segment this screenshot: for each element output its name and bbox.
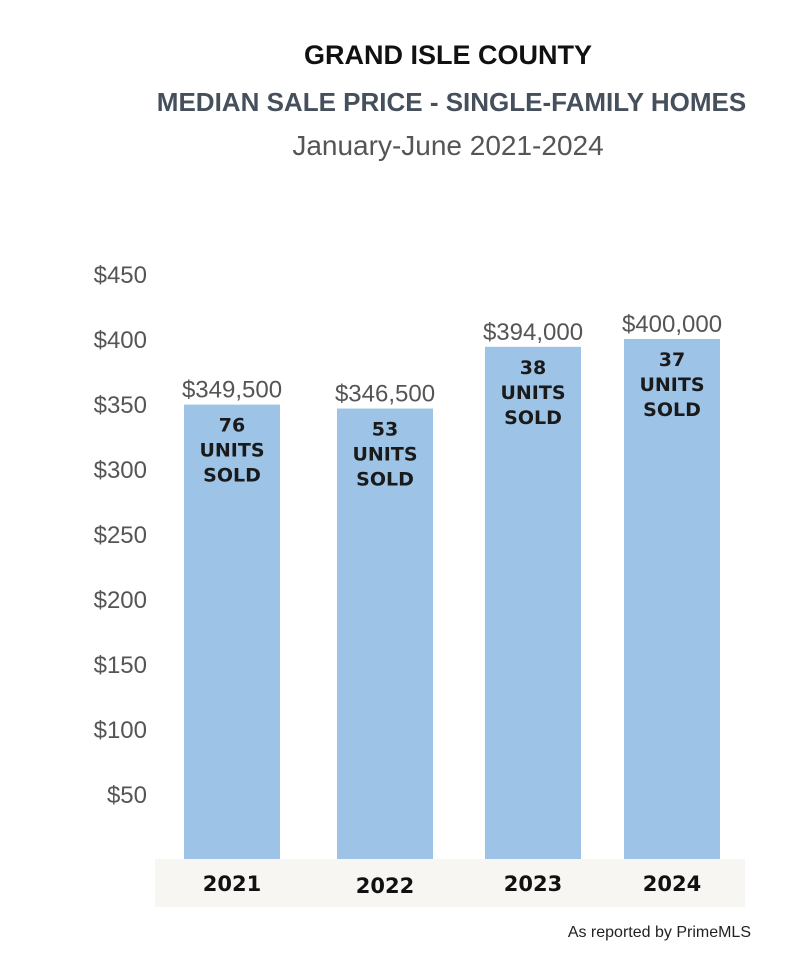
y-tick-label: $100 xyxy=(94,717,147,744)
units-sold-label: UNITS xyxy=(500,382,565,404)
y-tick-label: $50 xyxy=(107,782,147,809)
bar xyxy=(337,408,433,859)
bar xyxy=(184,404,280,859)
units-sold-label: SOLD xyxy=(203,465,261,487)
units-sold-label: UNITS xyxy=(199,440,264,462)
units-sold-label: 38 xyxy=(520,357,546,379)
category-band xyxy=(155,859,745,907)
source-note: As reported by PrimeMLS xyxy=(567,924,751,941)
units-sold-label: 37 xyxy=(659,349,685,371)
bar xyxy=(624,339,720,859)
units-sold-label: UNITS xyxy=(639,374,704,396)
y-tick-label: $150 xyxy=(94,652,147,679)
chart-period: January-June 2021-2024 xyxy=(292,130,604,161)
category-label: 2021 xyxy=(203,872,261,896)
units-sold-label: UNITS xyxy=(352,444,417,466)
y-tick-label: $350 xyxy=(94,392,147,419)
units-sold-label: SOLD xyxy=(643,399,701,421)
units-sold-label: SOLD xyxy=(356,469,414,491)
units-sold-label: SOLD xyxy=(504,407,562,429)
value-label: $400,000 xyxy=(622,311,722,338)
bar xyxy=(485,346,581,859)
units-sold-label: 76 xyxy=(219,415,245,437)
value-label: $394,000 xyxy=(483,319,583,346)
y-tick-label: $450 xyxy=(94,262,147,289)
chart-subtitle: MEDIAN SALE PRICE - SINGLE-FAMILY HOMES xyxy=(156,87,747,117)
value-label: $346,500 xyxy=(335,381,435,408)
category-label: 2022 xyxy=(356,874,414,898)
chart-title: GRAND ISLE COUNTY xyxy=(303,40,592,70)
category-label: 2023 xyxy=(504,872,562,896)
value-label: $349,500 xyxy=(182,377,282,404)
y-tick-label: $250 xyxy=(94,522,147,549)
category-label: 2024 xyxy=(643,872,701,896)
units-sold-label: 53 xyxy=(372,419,398,441)
y-tick-label: $400 xyxy=(94,327,147,354)
y-tick-label: $300 xyxy=(94,457,147,484)
y-tick-label: $200 xyxy=(94,587,147,614)
